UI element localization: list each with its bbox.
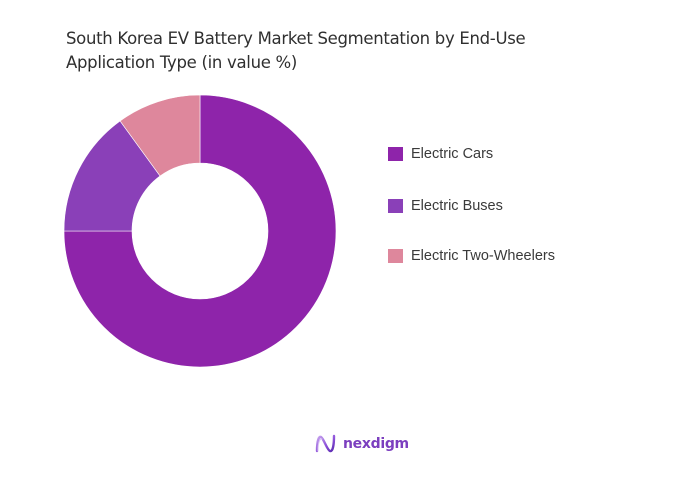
nexdigm-logo-icon [315,434,336,453]
brand-name: nexdigm [343,436,409,452]
chart-title-line-1: South Korea EV Battery Market Segmentati… [66,29,526,48]
legend-label-electric-cars: Electric Cars [411,146,494,162]
donut-slice-electric-cars[interactable] [63,94,337,368]
chart-title-line-2: Application Type (in value %) [66,53,298,72]
legend-item-electric-two-wheelers[interactable]: Electric Two-Wheelers [388,248,555,264]
brand-logo: nexdigm [315,434,409,454]
chart-title: South Korea EV Battery Market Segmentati… [66,27,666,75]
legend-swatch-electric-buses [388,199,403,213]
legend-item-electric-buses[interactable]: Electric Buses [388,198,503,214]
legend-item-electric-cars[interactable]: Electric Cars [388,146,493,162]
donut-slice-electric-two-wheelers[interactable] [119,94,201,177]
legend-label-electric-two-wheelers: Electric Two-Wheelers [411,248,555,264]
legend-label-electric-buses: Electric Buses [411,198,503,214]
legend-swatch-electric-cars [388,147,403,161]
legend-swatch-electric-two-wheelers [388,249,403,263]
